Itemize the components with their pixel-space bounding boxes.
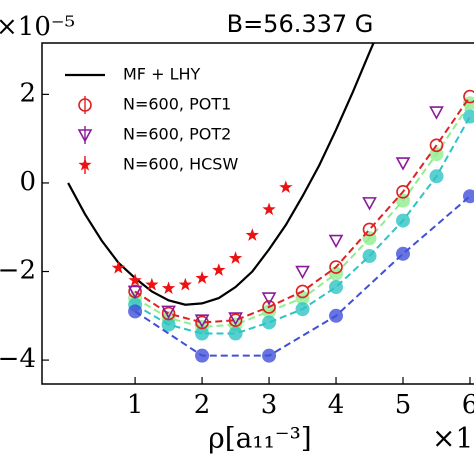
marker <box>195 315 209 330</box>
marker <box>395 157 411 171</box>
marker <box>396 246 411 261</box>
marker <box>111 260 126 274</box>
marker <box>329 308 344 323</box>
legend-label: MF + LHY <box>123 65 201 84</box>
chart-title: B=56.337 G <box>227 10 374 38</box>
x-tick-label: 6 <box>462 390 474 420</box>
y-tick-label: −2 <box>0 256 36 286</box>
marker <box>128 304 143 319</box>
marker <box>78 98 92 112</box>
x-axis-label: ρ[a₁₁⁻³] <box>208 422 311 455</box>
y-tick-label: 2 <box>19 78 36 108</box>
marker <box>295 302 310 317</box>
marker <box>178 277 192 291</box>
marker <box>228 251 243 264</box>
marker <box>295 284 310 299</box>
marker <box>429 169 444 184</box>
marker <box>228 313 243 328</box>
marker <box>228 326 243 341</box>
marker <box>161 317 176 332</box>
marker <box>462 189 474 204</box>
axes-frame <box>41 42 474 385</box>
marker <box>228 312 243 326</box>
x-tick-label: 2 <box>194 390 211 420</box>
series-line <box>134 195 471 357</box>
series-line <box>134 96 471 324</box>
marker <box>128 273 142 287</box>
y-tick-label: 0 <box>19 167 36 197</box>
marker <box>194 314 210 328</box>
x-tick-label: 3 <box>261 390 278 420</box>
marker <box>245 228 259 241</box>
x-tick-label: 5 <box>395 390 412 420</box>
marker <box>261 292 277 306</box>
marker <box>396 213 411 228</box>
legend-label: N=600, POT2 <box>123 125 231 144</box>
marker <box>161 305 176 320</box>
marker <box>295 265 310 280</box>
marker <box>262 315 277 330</box>
series-line <box>67 43 375 306</box>
marker <box>262 300 276 314</box>
marker <box>195 271 209 284</box>
marker <box>262 348 277 363</box>
marker <box>77 129 93 143</box>
marker <box>161 281 176 295</box>
axes: 1 2 3 4 5 6 −4 −2 0 2 <box>0 78 474 420</box>
y-tick-label: −4 <box>0 344 36 374</box>
marker <box>78 158 92 171</box>
legend: MF + LHY N=600, POT1 N=600, POT2 N=600, HCS… <box>65 65 238 174</box>
legend-label: N=600, HCSW <box>123 155 238 174</box>
marker <box>462 109 474 124</box>
marker <box>262 304 277 319</box>
marker <box>195 326 210 341</box>
x-tick-label: 4 <box>328 390 345 420</box>
legend-label: N=600, POT1 <box>123 95 231 114</box>
marker <box>362 197 377 211</box>
marker <box>362 249 377 264</box>
x-tick-label: 1 <box>127 390 144 420</box>
marker <box>396 185 410 199</box>
marker <box>329 280 344 295</box>
marker <box>145 277 159 291</box>
marker <box>429 138 444 153</box>
marker <box>328 234 344 249</box>
marker <box>362 222 377 237</box>
marker <box>429 106 444 120</box>
marker <box>195 348 210 363</box>
marker <box>262 202 276 216</box>
plot-area <box>67 43 474 363</box>
y-offset-label: ×10⁻⁵ <box>0 12 75 42</box>
marker <box>463 89 474 104</box>
marker <box>161 306 176 321</box>
x-offset-label: ×1 <box>432 422 473 455</box>
marker <box>329 260 343 274</box>
marker <box>279 180 293 194</box>
marker <box>127 285 143 300</box>
marker <box>212 263 226 276</box>
